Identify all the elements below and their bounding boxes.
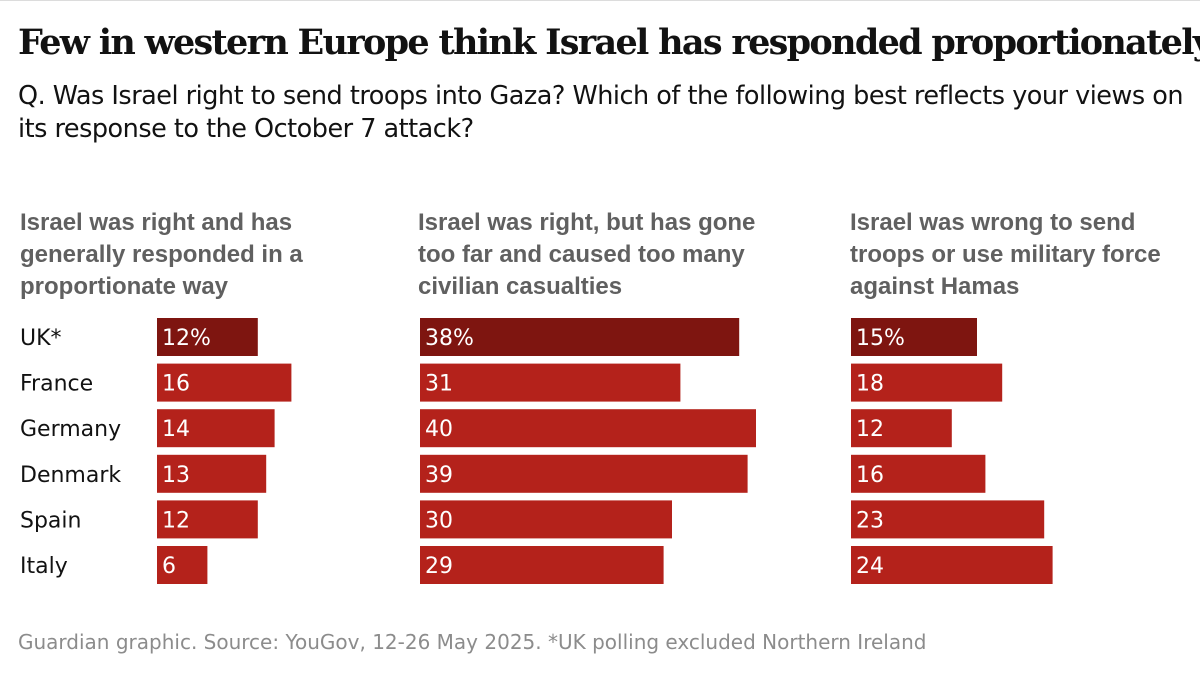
category-label: Denmark	[20, 463, 121, 488]
panel-heading-line: Israel was wrong to send	[850, 209, 1135, 236]
panel-heading-line: generally responded in a	[20, 241, 303, 268]
panel-heading-line: troops or use military force	[850, 241, 1161, 268]
top-rule	[0, 0, 1200, 1]
bar-spain	[420, 500, 672, 539]
bar-denmark	[157, 454, 267, 493]
bar-france	[157, 363, 292, 402]
bar-value-label: 13	[162, 463, 190, 488]
bar-italy	[851, 546, 1053, 584]
bar-value-label: 12%	[162, 326, 211, 351]
bar-uk	[420, 318, 740, 356]
chart-title: Few in western Europe think Israel has r…	[18, 22, 1200, 63]
bar-value-label: 16	[162, 372, 190, 397]
bar-value-label: 31	[425, 372, 453, 397]
bar-value-label: 18	[856, 372, 884, 397]
bar-denmark	[851, 454, 986, 493]
bar-germany	[851, 409, 952, 448]
bar-uk	[851, 318, 977, 356]
bar-value-label: 23	[856, 508, 884, 533]
bar-italy	[420, 546, 664, 584]
category-label: Italy	[20, 554, 68, 579]
bar-value-label: 14	[162, 417, 190, 442]
source-note: Guardian graphic. Source: YouGov, 12-26 …	[18, 630, 927, 654]
bar-value-label: 38%	[425, 326, 474, 351]
panel-heading-line: proportionate way	[20, 273, 229, 300]
bar-italy	[157, 546, 208, 584]
bar-uk	[157, 318, 258, 356]
category-label: UK*	[20, 326, 62, 351]
panel-heading-line: Israel was right and has	[20, 209, 292, 236]
bar-value-label: 29	[425, 554, 453, 579]
bar-value-label: 6	[162, 554, 176, 579]
category-label: Spain	[20, 508, 81, 533]
category-label: France	[20, 372, 93, 397]
bar-denmark	[420, 454, 748, 493]
bar-france	[851, 363, 1003, 402]
bar-france	[420, 363, 681, 402]
bar-value-label: 24	[856, 554, 884, 579]
category-label: Germany	[20, 417, 121, 442]
bar-germany	[420, 409, 756, 448]
bar-value-label: 12	[856, 417, 884, 442]
bar-value-label: 12	[162, 508, 190, 533]
panel-heading-line: Israel was right, but has gone	[418, 209, 755, 236]
panel-heading-line: against Hamas	[850, 273, 1019, 300]
bar-value-label: 39	[425, 463, 453, 488]
bar-value-label: 30	[425, 508, 453, 533]
bar-value-label: 16	[856, 463, 884, 488]
bar-germany	[157, 409, 275, 448]
chart-subtitle: Q. Was Israel right to send troops into …	[18, 81, 1184, 144]
bar-value-label: 40	[425, 417, 453, 442]
bar-spain	[157, 500, 258, 539]
bar-value-label: 15%	[856, 326, 905, 351]
panel-heading-line: civilian casualties	[418, 273, 622, 300]
bar-spain	[851, 500, 1045, 539]
panel-heading-line: too far and caused too many	[418, 241, 745, 268]
